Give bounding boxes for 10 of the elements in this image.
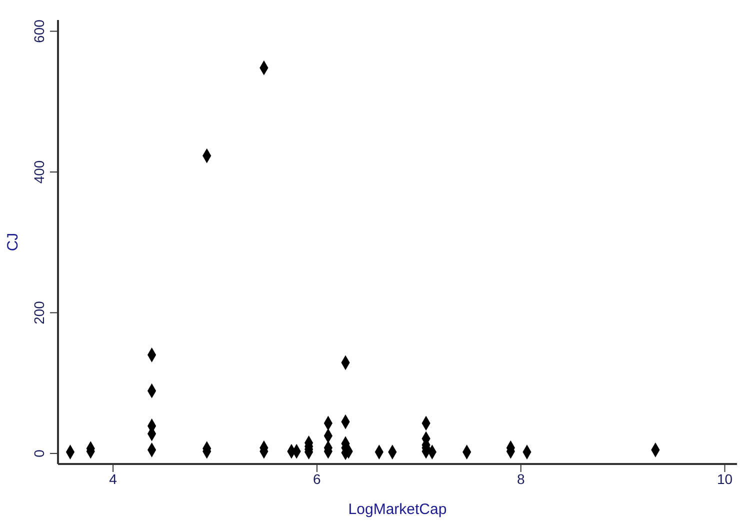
x-tick-label: 6 bbox=[313, 470, 322, 487]
x-tick-label: 8 bbox=[516, 470, 525, 487]
x-tick-label: 10 bbox=[716, 470, 733, 487]
y-axis-title: CJ bbox=[4, 232, 22, 252]
x-tick-label: 4 bbox=[109, 470, 118, 487]
x-axis-title: LogMarketCap bbox=[348, 501, 447, 518]
y-tick-label: 600 bbox=[31, 19, 47, 43]
y-tick-label: 400 bbox=[31, 160, 47, 184]
y-tick-label: 200 bbox=[31, 300, 47, 324]
y-tick-label: 0 bbox=[31, 449, 47, 458]
